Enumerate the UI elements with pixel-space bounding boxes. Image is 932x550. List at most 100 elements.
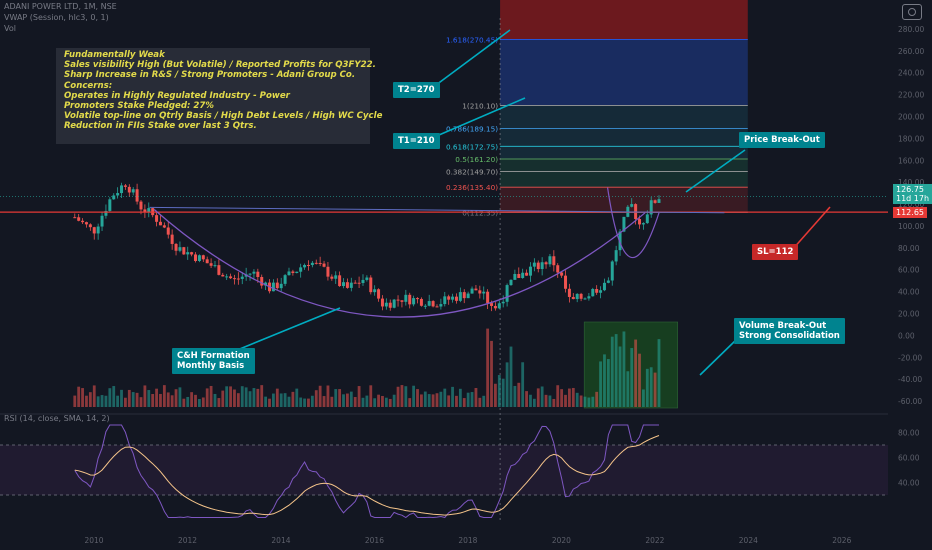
volume-bar — [439, 391, 443, 407]
candle-body — [423, 305, 427, 307]
candle-body — [517, 273, 521, 278]
volume-bar — [244, 387, 248, 407]
candle-body — [260, 276, 264, 286]
volume-bar — [131, 392, 135, 407]
candle-body — [326, 266, 330, 277]
volume-bar — [517, 382, 521, 407]
candle-body — [614, 250, 618, 262]
volume-bar — [349, 391, 353, 407]
volume-bar — [303, 398, 306, 407]
candle-body — [649, 200, 653, 215]
volume-bar — [513, 385, 517, 407]
volume-bar — [505, 362, 509, 407]
vwap-legend: VWAP (Session, hlc3, 0, 1) — [4, 13, 109, 22]
note-line: Fundamentally Weak — [64, 50, 165, 60]
volume-bar — [260, 385, 264, 407]
note-line: Volatile top-line on Qtrly Basis / High … — [64, 111, 383, 122]
volume-bar — [400, 385, 404, 407]
volume-bar — [384, 397, 388, 407]
candle-body — [158, 221, 162, 226]
candle-body — [462, 292, 466, 299]
candle-body — [509, 279, 513, 286]
sl-price-badge: 112.65 — [893, 207, 927, 218]
candle-body — [178, 247, 182, 251]
volume-bar — [509, 346, 513, 407]
candle-body — [77, 217, 81, 221]
t1-callout: T1=210 — [393, 133, 440, 149]
x-tick-label: 2022 — [645, 536, 664, 545]
volume-bar — [610, 336, 614, 407]
volume-bar — [318, 385, 322, 407]
candle-body — [349, 282, 353, 288]
candle-body — [369, 277, 373, 293]
volume-bar — [521, 362, 525, 407]
candle-body — [412, 298, 416, 305]
volume-bar — [322, 396, 326, 407]
volume-bar — [213, 393, 217, 407]
candle-body — [318, 262, 322, 264]
volume-bar — [497, 375, 501, 407]
volume-bar — [108, 388, 112, 407]
breakout-pointer — [685, 149, 746, 193]
volume-bar — [221, 390, 225, 407]
rsi-tick-label: 80.00 — [898, 429, 920, 438]
candle-body — [497, 303, 501, 309]
candle-body — [525, 272, 529, 276]
candle-body — [201, 255, 205, 260]
volume-bar — [595, 391, 599, 407]
volume-bar — [412, 385, 416, 407]
candle-body — [182, 247, 186, 255]
candle-body — [384, 302, 388, 307]
volume-bar — [264, 396, 268, 407]
volume-bar — [529, 394, 532, 407]
volume-bar — [256, 388, 260, 407]
fib-label: 0.5(161.20) — [455, 155, 498, 164]
volume-bar — [170, 395, 174, 407]
candle-body — [591, 289, 595, 297]
note-line: Operates in Highly Regulated Industry - … — [64, 90, 290, 101]
candle-body — [96, 226, 100, 234]
candle-body — [599, 290, 603, 293]
volume-bar — [482, 395, 486, 407]
candle-body — [392, 299, 396, 308]
volume-bar — [182, 398, 186, 407]
candle-body — [466, 293, 470, 299]
candle-body — [482, 291, 486, 294]
volume-bar — [310, 395, 314, 407]
candle-body — [513, 273, 517, 280]
volume-bar — [252, 388, 256, 407]
candle-body — [186, 252, 190, 255]
volume-bar — [295, 388, 299, 407]
volume-bar — [233, 389, 236, 407]
y-tick-label: 280.00 — [898, 25, 924, 34]
candle-body — [556, 265, 560, 273]
volume-bar — [474, 387, 478, 407]
volume-bar — [92, 385, 96, 407]
volume-bar — [73, 395, 77, 407]
volume-bar — [151, 393, 155, 407]
x-tick-label: 2010 — [84, 536, 103, 545]
fib-label: 0.786(189.15) — [446, 124, 498, 133]
candle-body — [416, 298, 420, 300]
candle-body — [486, 291, 490, 304]
volume-bar — [155, 388, 158, 407]
volume-bar — [381, 395, 384, 407]
volume-bar — [334, 389, 338, 407]
volume-bar — [447, 395, 451, 407]
candle-body — [81, 220, 85, 223]
y-tick-label: 240.00 — [898, 69, 924, 78]
volume-bar — [326, 385, 330, 407]
candle-body — [454, 296, 458, 301]
candle-body — [303, 264, 307, 268]
candle-body — [295, 271, 299, 273]
camera-icon[interactable] — [902, 4, 922, 20]
candle-body — [583, 298, 587, 300]
candle-body — [451, 296, 455, 300]
y-tick-label: -40.00 — [898, 375, 922, 384]
x-tick-label: 2018 — [458, 536, 477, 545]
volume-bar — [272, 393, 275, 407]
volume-bar — [201, 397, 205, 407]
volume-bar — [346, 393, 349, 407]
volume-bar — [275, 388, 279, 407]
